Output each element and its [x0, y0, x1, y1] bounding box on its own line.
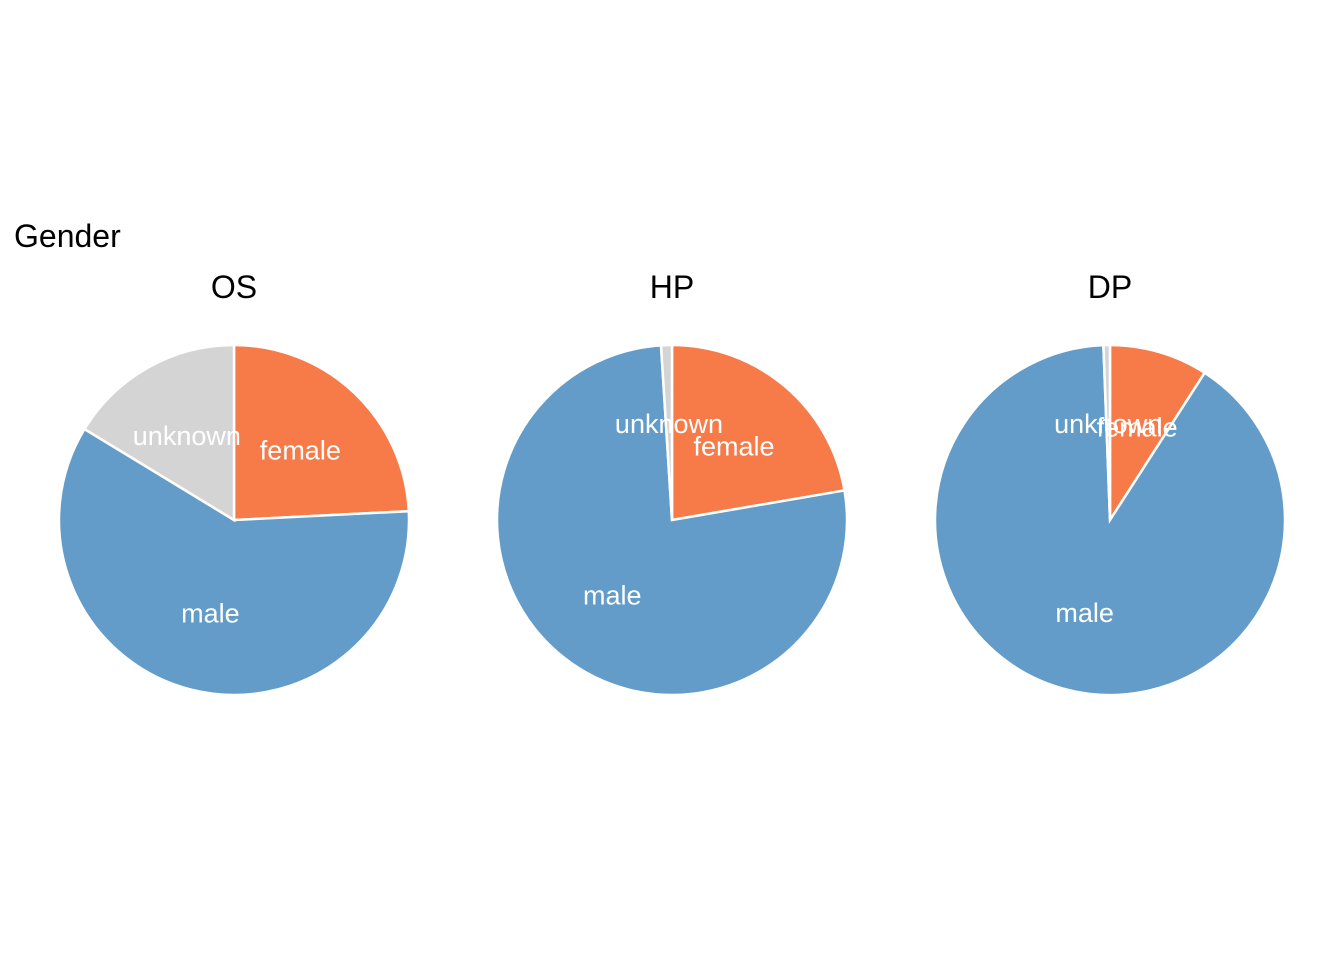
pie-slice-unknown: [1102, 343, 1112, 521]
slice-label-male: male: [583, 580, 642, 610]
slice-label-female: female: [260, 435, 341, 465]
panel-title: DP: [1088, 269, 1132, 305]
slice-label-male: male: [1055, 598, 1114, 628]
pie-slice-unknown: [659, 343, 674, 521]
slice-label-unknown: unknown: [133, 421, 241, 451]
pie-slice-female: [232, 343, 411, 522]
pie-slice-male: [933, 343, 1287, 697]
pie-panel-dp: DP female male unknown: [933, 269, 1287, 697]
pie-slice-unknown: [82, 343, 236, 523]
panel-title: HP: [650, 269, 694, 305]
pie-panel-os: OS female male unknown: [57, 269, 411, 697]
slice-label-female: female: [694, 431, 775, 461]
slice-label-unknown: unknown: [615, 409, 723, 439]
pie-panel-hp: HP female male unknown: [495, 269, 849, 697]
slice-label-male: male: [181, 598, 240, 628]
chart-title: Gender: [14, 218, 121, 254]
pie-slice-female: [1108, 343, 1207, 525]
pie-slice-male: [495, 344, 849, 697]
slice-label-female: female: [1097, 413, 1178, 443]
pie-panels: OSfemalemaleunknownHPfemalemaleunknownDP…: [57, 269, 1287, 697]
pie-slice-male: [57, 427, 411, 697]
slice-label-unknown: unknown: [1054, 409, 1162, 439]
panel-title: OS: [211, 269, 257, 305]
pie-slice-female: [670, 343, 846, 522]
